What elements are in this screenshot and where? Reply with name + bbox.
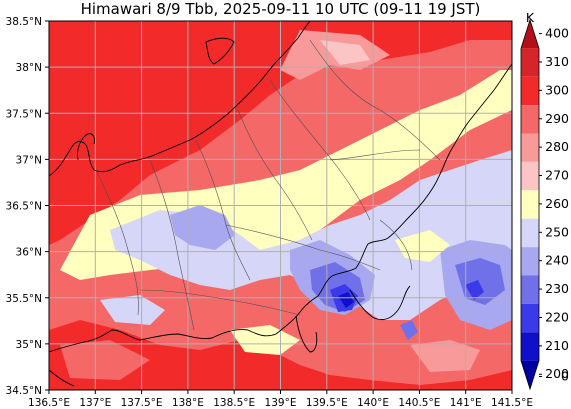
coldest-core-kanto <box>338 292 354 308</box>
colorbar-label: 230 <box>545 281 569 296</box>
lon-tick-label: 137.5°E <box>121 397 163 409</box>
lon-tick-label: 141.5°E <box>491 397 533 409</box>
lat-tick-label: 37.5°N <box>6 108 42 120</box>
colorbar-swatch <box>521 303 539 333</box>
map-grid <box>49 21 512 390</box>
colorbar-swatch <box>521 76 539 106</box>
colorbar-label: 220 <box>545 309 569 324</box>
coastline-pacific <box>49 63 512 353</box>
colorbar-label: 400 <box>545 26 569 41</box>
lon-tick-label: 139°E <box>265 397 297 409</box>
colorbar-label: 250 <box>545 224 569 239</box>
colorbar-swatch <box>521 247 539 276</box>
lat-tick-label: 34.5°N <box>6 385 42 397</box>
colorbar-swatch <box>521 190 539 219</box>
colorbar-swatch <box>521 332 539 361</box>
colorbar-swatch <box>521 161 539 191</box>
colorbar-label: 210 <box>545 338 569 353</box>
colorbar-swatch <box>521 48 539 77</box>
lat-tick-label: 36°N <box>16 247 42 259</box>
coastline-izu <box>295 315 318 353</box>
coastline-boso <box>349 285 411 321</box>
colorbar-swatch <box>521 105 539 134</box>
prefecture-borders <box>95 39 441 331</box>
colorbar-label: 0 <box>561 368 569 383</box>
lon-tick-label: 140.5°E <box>398 397 440 409</box>
light-pink-area <box>320 40 370 65</box>
colorbar-label: 240 <box>545 253 569 268</box>
colorbar-label: 280 <box>545 139 569 154</box>
cold-patch-east <box>455 258 505 305</box>
colorbar-swatch <box>521 20 539 49</box>
coastline-honshu-west <box>49 21 311 177</box>
lon-tick-label: 140°E <box>357 397 389 409</box>
warm-patch-south <box>60 340 150 380</box>
coastline-sado <box>205 37 235 65</box>
yellow-patch-south <box>230 325 300 355</box>
cool-band <box>110 150 512 320</box>
coastline-kii <box>49 369 75 387</box>
colorbar-label: 270 <box>545 168 569 183</box>
lat-axis: 34.5°N 35°N 35.5°N 36°N 36.5°N 37°N 37.5°N 38°N… <box>6 16 49 397</box>
yellow-patch-east <box>395 230 450 262</box>
lightblue-patch-southwest <box>100 295 165 325</box>
colorbar-unit: K <box>526 10 535 25</box>
colorbar-swatch <box>521 275 539 304</box>
lon-tick-label: 139.5°E <box>306 397 348 409</box>
lat-tick-label: 36.5°N <box>6 201 42 213</box>
lat-tick-label: 35°N <box>16 339 42 351</box>
lon-tick-label: 138°E <box>172 397 204 409</box>
cool-patch-west <box>170 205 235 250</box>
lon-tick-label: 136.5°E <box>28 397 70 409</box>
lat-tick-label: 38°N <box>16 62 42 74</box>
lat-tick-label: 37°N <box>16 154 42 166</box>
cold-spot-south <box>400 320 418 340</box>
colorbar-label: 300 <box>545 82 569 97</box>
colorbar-swatch <box>521 218 539 248</box>
lat-tick-label: 35.5°N <box>6 293 42 305</box>
warm-region-south <box>49 320 512 390</box>
lon-tick-label: 137°E <box>79 397 111 409</box>
lon-axis: 136.5°E 137°E 137.5°E 138°E 138.5°E 139°E 139.… <box>28 390 533 409</box>
cold-spot-east <box>465 280 484 300</box>
lon-tick-label: 141°E <box>450 397 482 409</box>
colorbar-label: 260 <box>545 196 569 211</box>
coastline-noto <box>77 133 95 161</box>
warm-region-northwest <box>49 21 512 245</box>
lat-tick-label: 38.5°N <box>6 16 42 28</box>
colorbar-label: 290 <box>545 111 569 126</box>
colorbar-outline <box>520 18 540 391</box>
colorbar-swatch <box>521 360 539 389</box>
coastlines <box>49 21 512 387</box>
pink-patch-southeast <box>410 340 480 372</box>
colorbar-label: 200 <box>545 366 569 381</box>
colorbar-label: 310 <box>545 54 569 69</box>
map-title: Himawari 8/9 Tbb, 2025-09-11 10 UTC (09-… <box>80 0 481 18</box>
colorbar-swatch <box>521 133 539 162</box>
lon-tick-label: 138.5°E <box>213 397 255 409</box>
